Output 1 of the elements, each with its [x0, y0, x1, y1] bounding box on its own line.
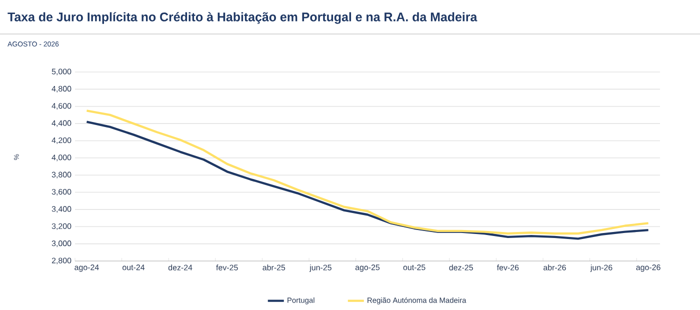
- chart-title: Taxa de Juro Implícita no Crédito à Habitação em Portugal e na R.A. da Madeira: [8, 12, 478, 24]
